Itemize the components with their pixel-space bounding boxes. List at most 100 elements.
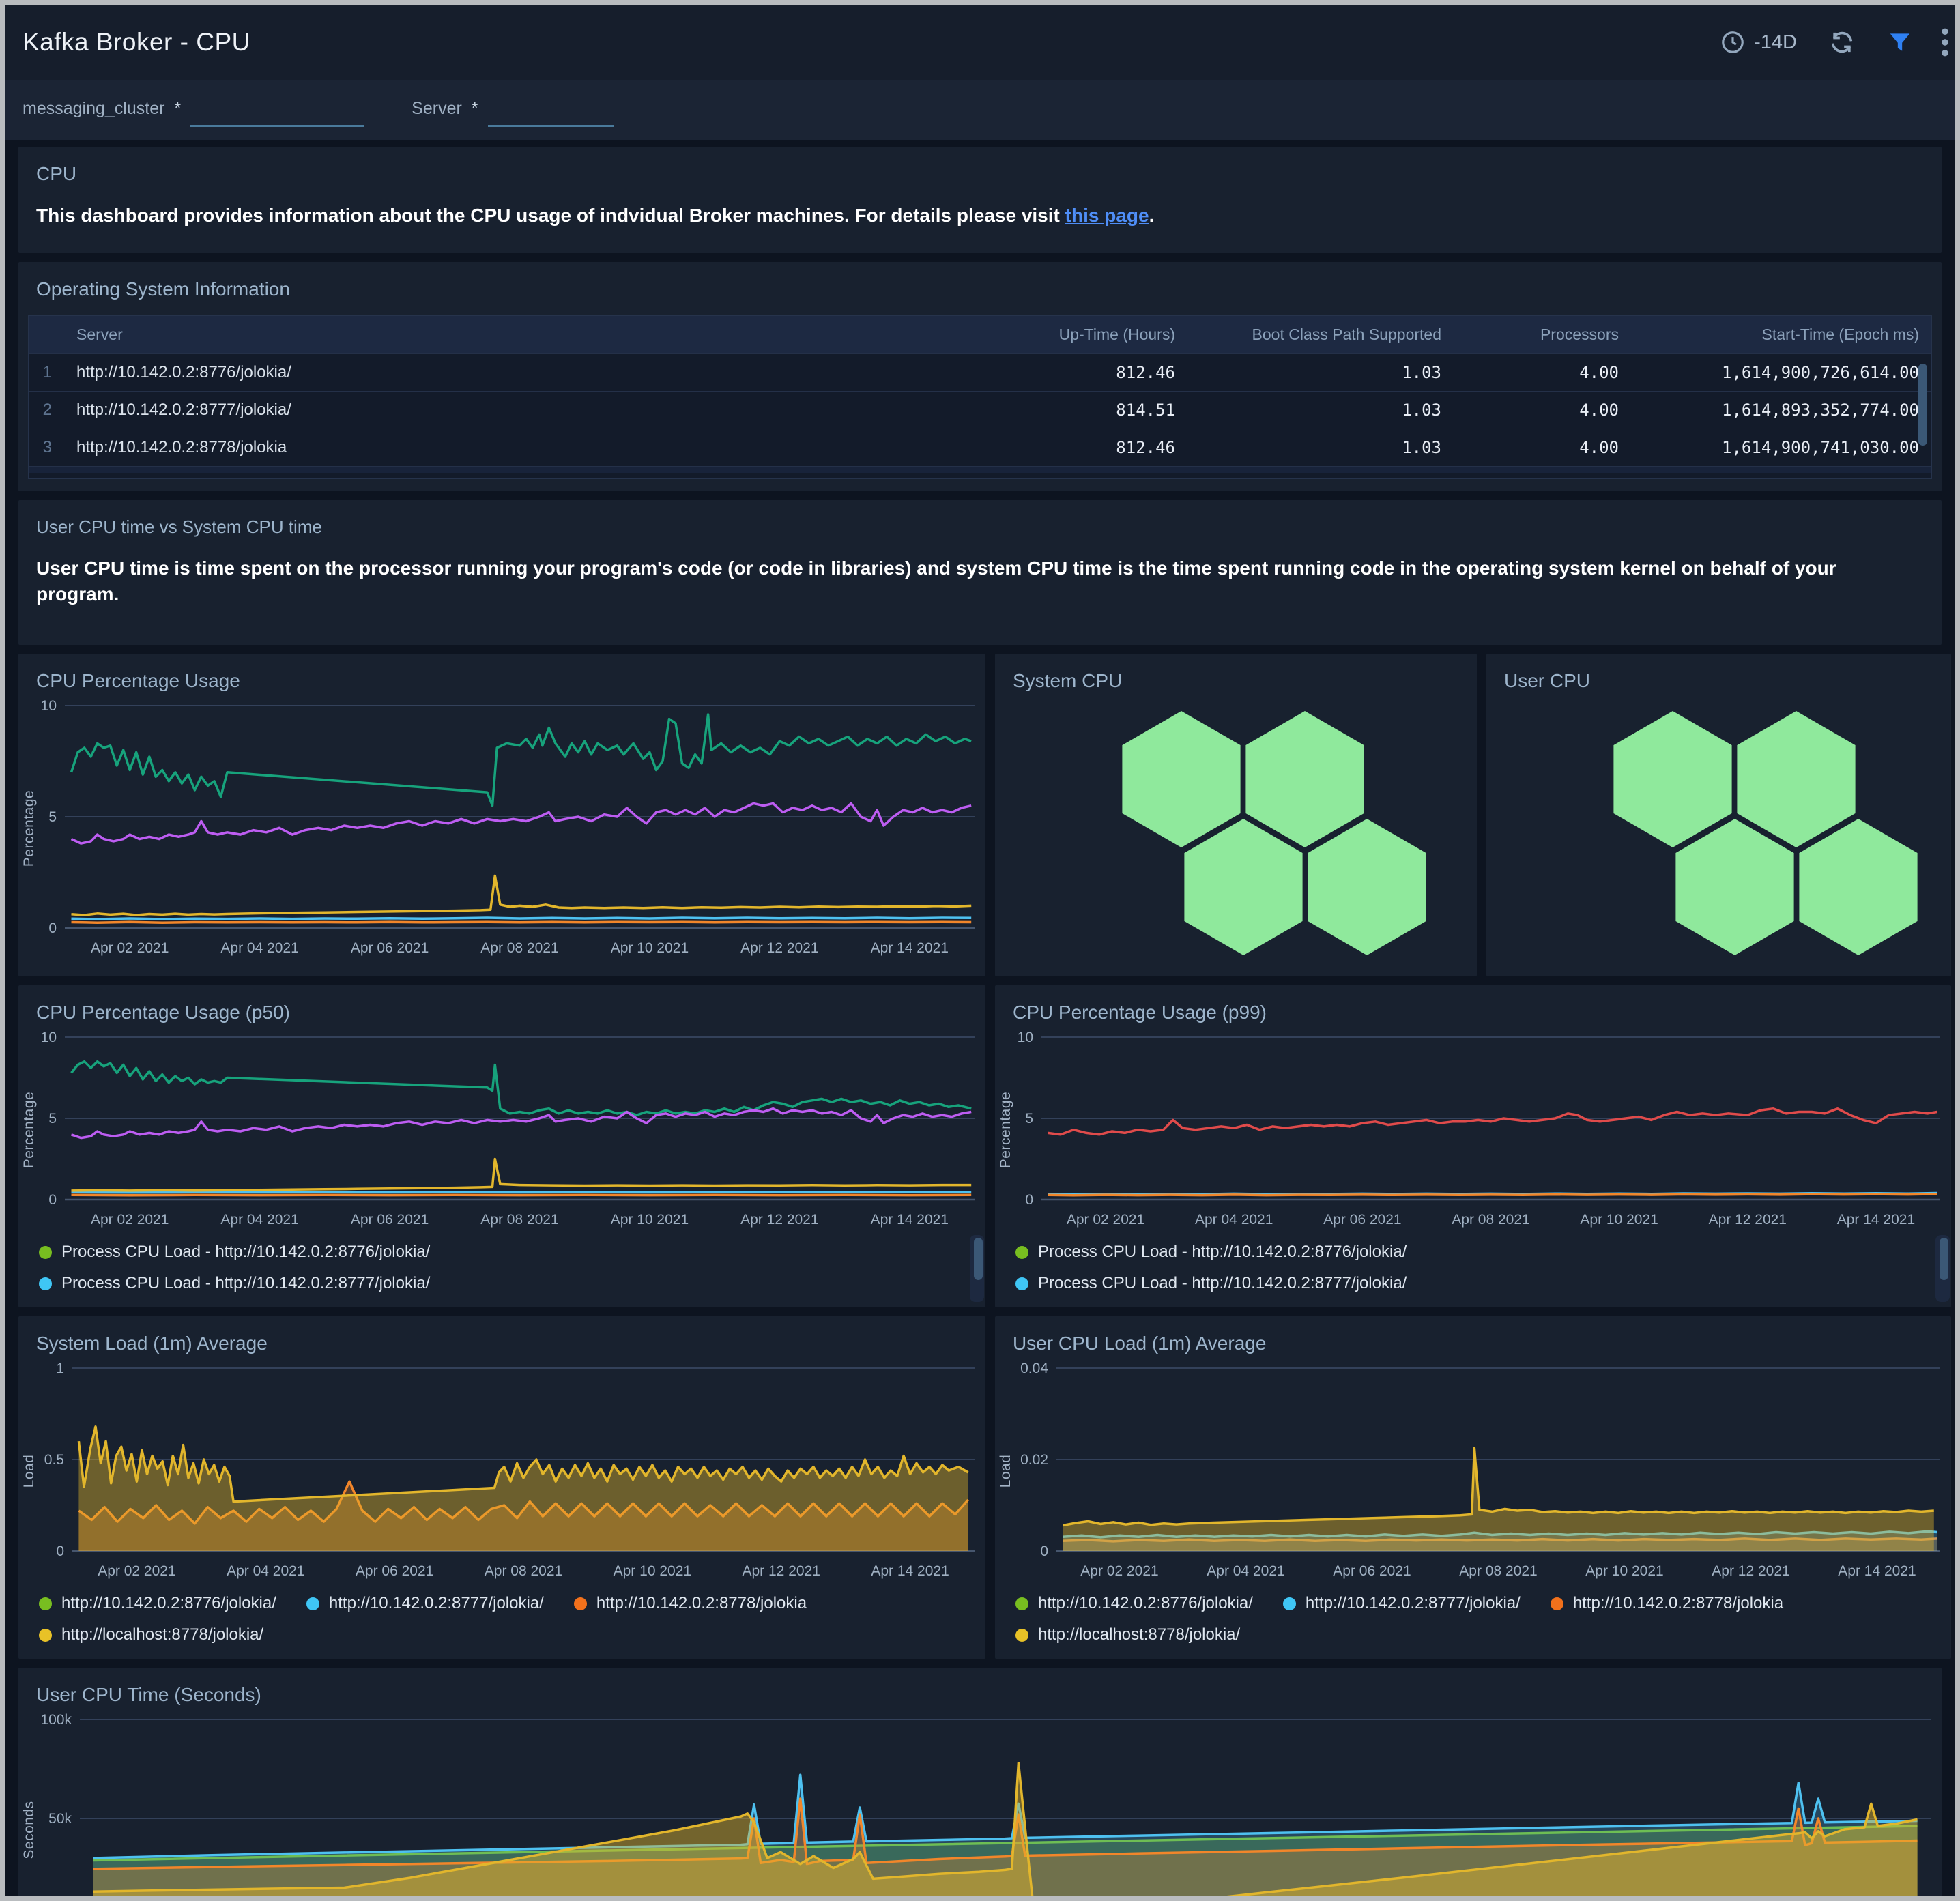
legend-label: Process CPU Load - http://10.142.0.2:877… (61, 1243, 431, 1262)
cell-server: http://10.142.0.2:8776/jolokia/ (64, 353, 962, 392)
table-row[interactable]: 3 http://10.142.0.2:8778/jolokia 812.46 … (29, 428, 1931, 466)
legend-item[interactable]: Process CPU Load - http://10.142.0.2:877… (1015, 1236, 1445, 1268)
filter-field-server: Server * (412, 93, 614, 127)
honeycomb-cell[interactable] (1245, 711, 1364, 848)
series-area-green-8776 (93, 1826, 1918, 1896)
x-tick-label: Apr 04 2021 (227, 1563, 304, 1579)
legend-label: Process CPU Load - http://10.142.0.2:877… (1038, 1305, 1402, 1307)
legend-scrollbar[interactable] (974, 1238, 983, 1281)
honeycomb-cell[interactable] (1308, 819, 1426, 956)
server-input[interactable] (487, 93, 614, 127)
honeycomb-cell[interactable] (1122, 711, 1241, 848)
y-tick-label: 0.02 (1020, 1452, 1048, 1468)
col-uptime[interactable]: Up-Time (Hours) (962, 315, 1187, 354)
panel-system-load: System Load (1m) Average Load 0 0.5 1 Apr 0… (18, 1316, 985, 1659)
system-load-chart[interactable]: Load 0 0.5 1 Apr 02 2021 Apr 04 2021 Apr 06 2… (18, 1359, 985, 1584)
x-tick-label: Apr 06 2021 (356, 1563, 433, 1579)
legend-item[interactable]: Process CPU Load - http://10.142.0.2:877… (1015, 1299, 1445, 1307)
filter-icon (1887, 29, 1913, 55)
col-server[interactable]: Server (64, 315, 962, 354)
table-row[interactable]: 1 http://10.142.0.2:8776/jolokia/ 812.46… (29, 353, 1931, 392)
row-index: 1 (29, 353, 64, 392)
x-tick-label: Apr 02 2021 (98, 1563, 175, 1579)
table-scrollbar[interactable] (1918, 363, 1927, 446)
time-range-control[interactable]: -14D (1720, 29, 1797, 55)
x-tick-label: Apr 06 2021 (351, 940, 429, 956)
legend-scrollbar[interactable] (1940, 1238, 1948, 1281)
series-line-blue (71, 1191, 972, 1194)
y-tick-label: 0 (48, 1192, 57, 1208)
series-line-green-8776 (93, 1825, 1918, 1862)
intro-heading: CPU (36, 163, 77, 184)
cpu-p50-chart[interactable]: Percentage 0 5 10 Apr 02 2021 Apr 04 2021 Apr… (18, 1028, 985, 1232)
intro-text: This dashboard provides information abou… (36, 205, 1065, 226)
legend-item[interactable]: http://10.142.0.2:8777/jolokia/ (1282, 1588, 1521, 1619)
legend-dot-icon (1550, 1597, 1563, 1610)
honeycomb-cell[interactable] (1675, 819, 1794, 956)
y-tick-label: 10 (1018, 1030, 1033, 1045)
y-tick-label: 0 (1025, 1192, 1033, 1208)
legend-item[interactable]: Process CPU Load - http://10.142.0.2:877… (39, 1299, 474, 1307)
panel-system-cpu: System CPU (995, 654, 1477, 977)
x-tick-label: Apr 02 2021 (1067, 1212, 1144, 1228)
col-processors[interactable]: Processors (1454, 315, 1631, 354)
row-index: 3 (29, 428, 64, 466)
kebab-menu-button[interactable] (1940, 27, 1950, 57)
chart-title: System Load (1m) Average (36, 1333, 268, 1354)
legend-item[interactable]: http://10.142.0.2:8776/jolokia/ (1015, 1588, 1253, 1619)
user-cpu-honeycomb[interactable] (1486, 692, 1951, 976)
col-index (29, 315, 64, 354)
col-starttime[interactable]: Start-Time (Epoch ms) (1631, 315, 1931, 354)
kebab-menu-icon (1940, 27, 1950, 57)
required-asterisk: * (174, 98, 182, 118)
chart-title: User CPU Time (Seconds) (36, 1684, 261, 1706)
legend-item[interactable]: Process CPU Load - http://10.142.0.2:877… (1015, 1268, 1445, 1299)
system-cpu-honeycomb[interactable] (995, 692, 1477, 976)
col-bootclass[interactable]: Boot Class Path Supported (1187, 315, 1454, 354)
x-tick-label: Apr 10 2021 (1585, 1563, 1663, 1579)
chart-svg: 0 5 10 Apr 02 2021 Apr 04 2021 Apr 06 2021 Apr… (41, 1030, 975, 1228)
y-tick-label: 0 (48, 920, 57, 936)
page-title: Kafka Broker - CPU (23, 28, 250, 56)
legend-item[interactable]: http://localhost:8778/jolokia/ (1015, 1619, 1240, 1651)
chart-svg: 0 0.5 1 Apr 02 2021 Apr 04 2021 Apr 06 2021 Ap… (44, 1361, 975, 1579)
cpu-p99-chart[interactable]: Percentage 0 5 10 Apr 02 2021 Apr 04 2021 Apr… (995, 1028, 1951, 1232)
series-line-yellow-localhost (93, 1762, 1918, 1896)
legend-item[interactable]: http://localhost:8778/jolokia/ (39, 1619, 263, 1651)
x-tick-label: Apr 06 2021 (351, 1212, 429, 1228)
legend-item[interactable]: http://10.142.0.2:8777/jolokia/ (306, 1588, 544, 1619)
this-page-link[interactable]: this page (1065, 205, 1149, 226)
honeycomb-cell[interactable] (1737, 711, 1856, 848)
time-range-label: -14D (1754, 31, 1797, 53)
honeycomb-cell[interactable] (1184, 819, 1303, 956)
user-cpu-load-chart[interactable]: Load 0 0.02 0.04 Apr 02 2021 Apr 04 2021 Apr … (995, 1359, 1951, 1584)
cpu-percentage-usage-chart[interactable]: Percentage 0 5 10 Apr 02 2021 Apr 04 2021 Apr… (18, 696, 985, 961)
legend-item[interactable]: http://10.142.0.2:8776/jolokia/ (39, 1588, 276, 1619)
table-row[interactable]: 2 http://10.142.0.2:8777/jolokia/ 814.51… (29, 390, 1931, 429)
series-line-orange (1048, 1193, 1937, 1197)
chart-svg: 0 5 10 Apr 02 2021 Apr 04 2021 Apr 06 2021 Apr… (1018, 1030, 1940, 1228)
legend-item[interactable]: Process CPU Load - http://10.142.0.2:877… (39, 1236, 474, 1268)
legend-label: Process CPU Load - http://10.142.0.2:877… (61, 1274, 431, 1293)
messaging-cluster-input[interactable] (190, 93, 364, 127)
x-tick-label: Apr 12 2021 (1709, 1212, 1787, 1228)
x-tick-label: Apr 10 2021 (614, 1563, 691, 1579)
y-axis-label: Load (21, 1455, 37, 1488)
legend-item[interactable]: http://10.142.0.2:8778/jolokia (573, 1588, 807, 1619)
series-area-yellow-localhost (93, 1763, 1918, 1896)
filter-button[interactable] (1887, 29, 1913, 55)
honeycomb-cell[interactable] (1799, 819, 1918, 956)
x-tick-label: Apr 08 2021 (485, 1563, 562, 1579)
x-tick-label: Apr 04 2021 (1195, 1212, 1273, 1228)
honeycomb-cell[interactable] (1613, 711, 1732, 848)
cell-processors: 4.00 (1454, 353, 1631, 392)
series-line-System CPU Load purple (70, 802, 972, 845)
x-tick-label: Apr 12 2021 (742, 1563, 820, 1579)
x-tick-label: Apr 14 2021 (1838, 1563, 1916, 1579)
legend-item[interactable]: Process CPU Load - http://10.142.0.2:877… (39, 1268, 474, 1299)
legend-item[interactable]: http://10.142.0.2:8778/jolokia (1550, 1588, 1783, 1619)
series-area-blue-8777 (93, 1775, 1918, 1896)
refresh-button[interactable] (1828, 29, 1856, 56)
